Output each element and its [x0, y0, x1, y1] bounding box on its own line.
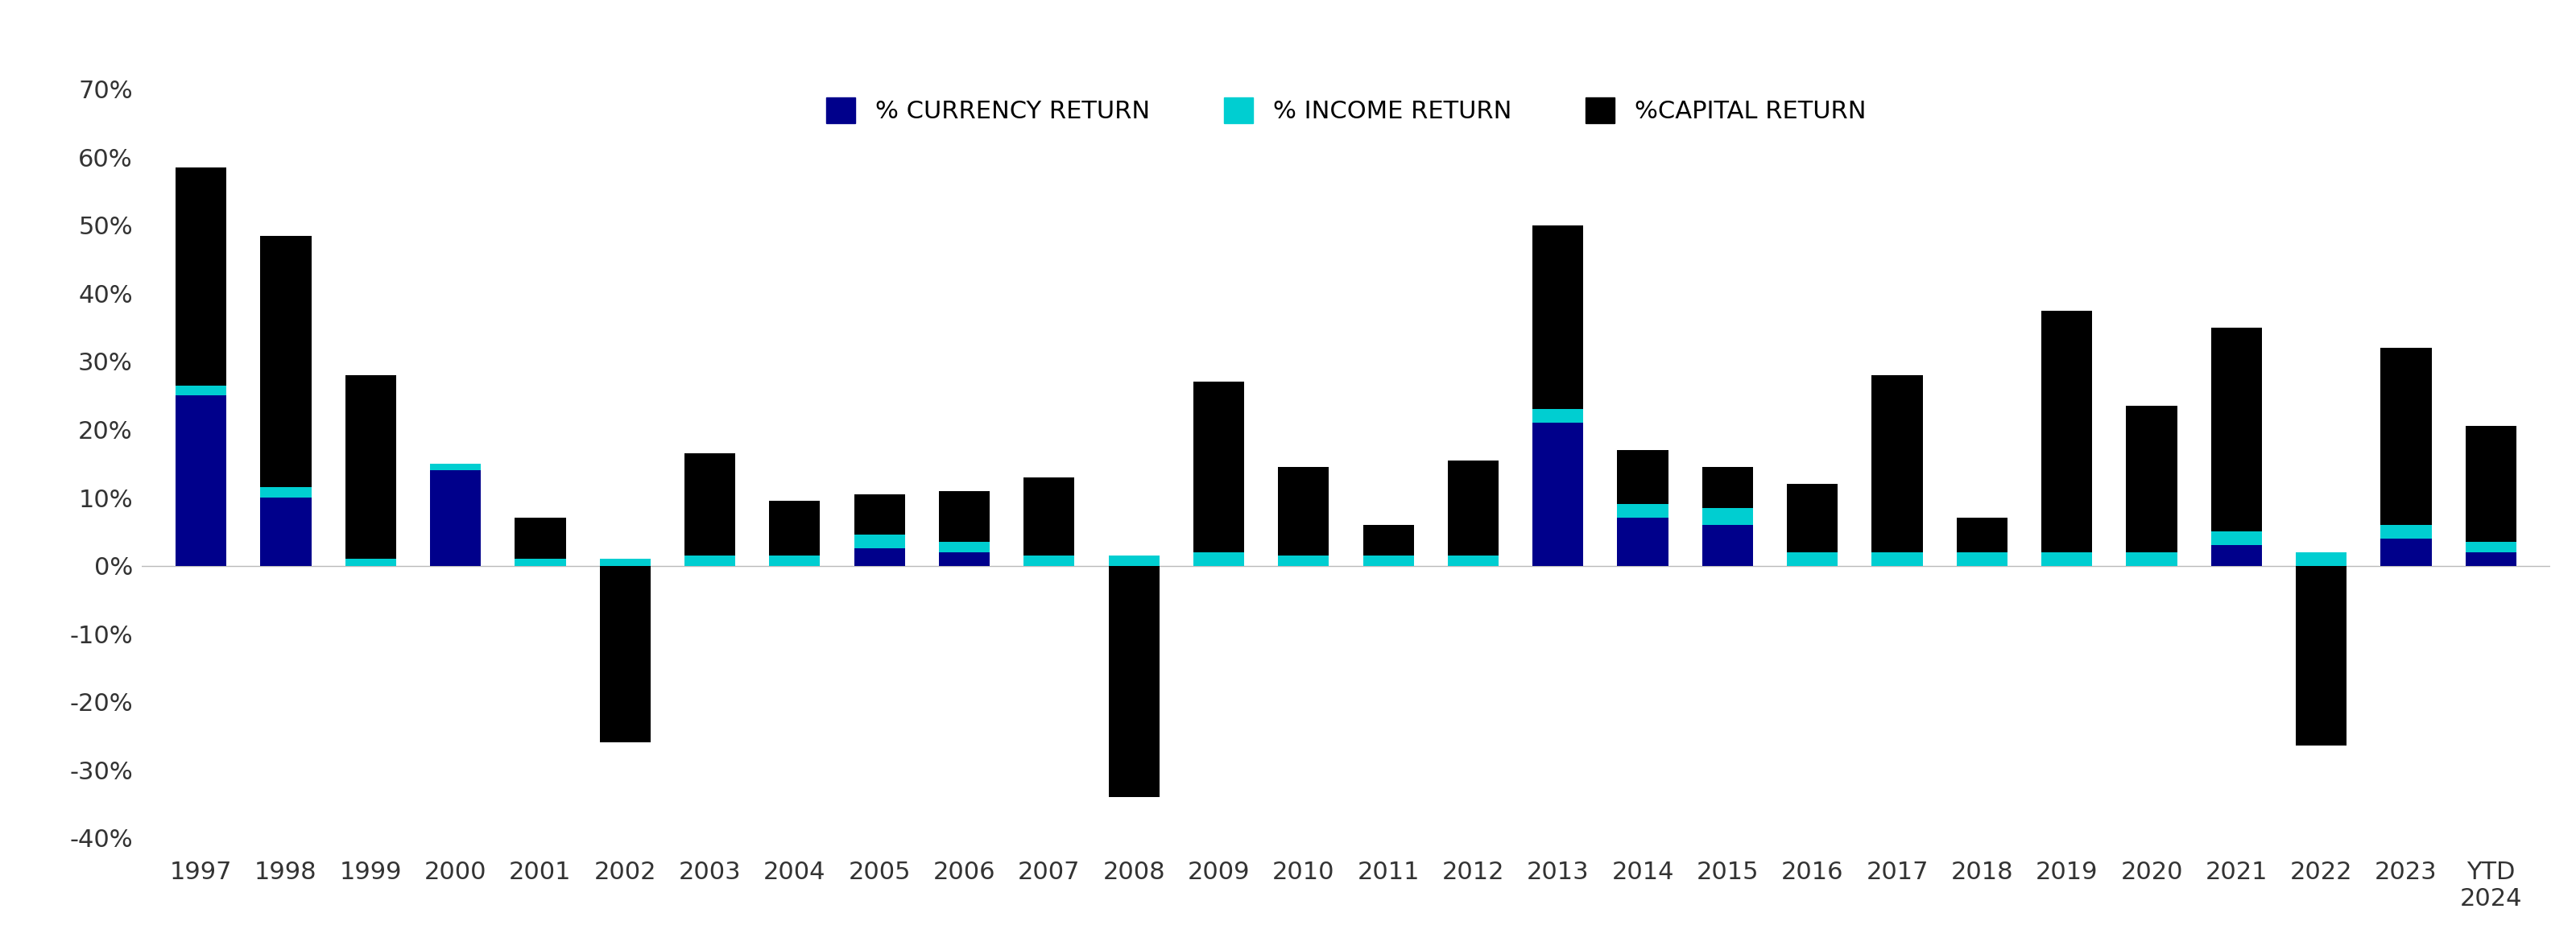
Bar [1278, 555, 1329, 566]
Bar [515, 559, 567, 566]
Bar [1873, 552, 1922, 566]
Bar [2210, 327, 2262, 532]
Bar [855, 549, 904, 566]
Bar [1788, 552, 1837, 566]
Bar [1108, 566, 1159, 797]
Bar [260, 487, 312, 498]
Bar [1958, 518, 2007, 552]
Bar [1533, 409, 1584, 423]
Bar [175, 395, 227, 566]
Bar [2295, 566, 2347, 746]
Bar [2210, 532, 2262, 545]
Bar [1023, 555, 1074, 566]
Bar [430, 464, 482, 470]
Bar [1618, 518, 1669, 566]
Bar [2465, 426, 2517, 542]
Bar [1448, 460, 1499, 555]
Bar [770, 501, 819, 555]
Bar [1788, 484, 1837, 552]
Bar [1703, 467, 1754, 508]
Bar [1108, 555, 1159, 566]
Bar [1363, 525, 1414, 555]
Bar [938, 552, 989, 566]
Bar [260, 498, 312, 566]
Bar [1703, 525, 1754, 566]
Bar [1023, 477, 1074, 555]
Bar [1873, 375, 1922, 552]
Bar [2380, 525, 2432, 538]
Bar [1193, 552, 1244, 566]
Bar [430, 470, 482, 566]
Bar [855, 535, 904, 549]
Bar [2210, 545, 2262, 566]
Bar [1703, 508, 1754, 525]
Bar [2125, 552, 2177, 566]
Bar [600, 566, 652, 743]
Bar [1448, 555, 1499, 566]
Bar [2380, 348, 2432, 525]
Bar [2465, 542, 2517, 552]
Bar [685, 555, 734, 566]
Bar [1193, 382, 1244, 552]
Bar [938, 542, 989, 552]
Bar [1618, 504, 1669, 518]
Bar [1533, 225, 1584, 409]
Bar [345, 559, 397, 566]
Bar [1278, 467, 1329, 555]
Bar [600, 559, 652, 566]
Bar [685, 453, 734, 555]
Bar [855, 494, 904, 535]
Bar [175, 167, 227, 385]
Bar [345, 375, 397, 559]
Bar [175, 385, 227, 395]
Bar [2465, 552, 2517, 566]
Bar [770, 555, 819, 566]
Bar [2040, 310, 2092, 552]
Bar [2040, 552, 2092, 566]
Bar [1618, 450, 1669, 504]
Bar [2295, 552, 2347, 566]
Bar [1533, 423, 1584, 566]
Bar [2380, 538, 2432, 566]
Bar [260, 236, 312, 487]
Bar [1958, 552, 2007, 566]
Bar [1363, 555, 1414, 566]
Bar [2125, 406, 2177, 552]
Bar [515, 518, 567, 559]
Bar [938, 491, 989, 542]
Legend: % CURRENCY RETURN, % INCOME RETURN, %CAPITAL RETURN: % CURRENCY RETURN, % INCOME RETURN, %CAP… [817, 88, 1875, 133]
